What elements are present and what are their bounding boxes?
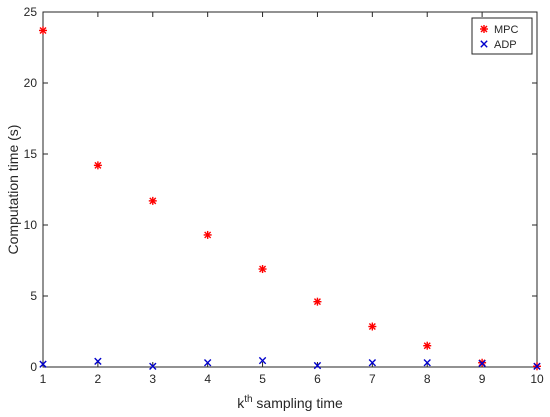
mpc-point: [313, 297, 322, 306]
axes-box: [42, 11, 538, 368]
adp-point: [368, 359, 377, 367]
x-axis-label-superscript: th: [244, 394, 252, 405]
y-tick-label: 10: [24, 218, 38, 232]
x-axis-label: kth sampling time: [237, 394, 343, 411]
x-axis-label-base: k: [237, 395, 245, 411]
adp-legend-label: ADP: [494, 39, 517, 51]
adp-point: [478, 359, 486, 368]
x-axis-label-rest: sampling time: [253, 395, 343, 411]
mpc-point: [93, 161, 102, 170]
adp-point: [423, 359, 431, 367]
x-tick-label: 10: [530, 372, 544, 386]
legend-entries: MPC ADP: [480, 24, 519, 51]
adp-point: [258, 356, 267, 365]
legend-box: [471, 17, 533, 55]
adp-point: [94, 357, 102, 366]
mpc-point: [148, 196, 157, 205]
y-tick-label: 5: [30, 289, 37, 303]
mpc-point: [423, 341, 432, 350]
mpc-point: [39, 26, 47, 35]
y-tick-label: 15: [24, 147, 38, 161]
adp-legend-marker: [480, 40, 488, 48]
y-tick-label: 20: [24, 76, 38, 90]
mpc-point: [368, 322, 377, 331]
y-axis-label: Computation time (s): [5, 125, 21, 255]
x-tick-label: 9: [479, 372, 486, 386]
x-tick-label: 4: [204, 372, 211, 386]
x-tick-label: 6: [314, 372, 321, 386]
y-tick-label: 0: [30, 360, 37, 374]
data-points: [39, 26, 541, 371]
x-tick-label: 5: [259, 372, 266, 386]
legend: MPC ADP: [471, 17, 533, 55]
mpc-legend-marker: [480, 25, 488, 33]
adp-point: [39, 360, 47, 368]
adp-point: [149, 362, 157, 370]
mpc-point: [258, 265, 267, 274]
y-tick-label: 25: [24, 5, 38, 19]
x-tick-label: 2: [95, 372, 102, 386]
x-tick-label: 8: [424, 372, 431, 386]
adp-point: [313, 361, 322, 370]
mpc-point: [203, 230, 212, 239]
x-tick-label: 3: [149, 372, 156, 386]
x-tick-label: 7: [369, 372, 376, 386]
mpc-legend-label: MPC: [494, 24, 519, 36]
axis-ticks: [42, 11, 538, 368]
tick-labels: 1 2 3 4 5 6 7 8 9 10 0 5 10 15 20 25: [24, 5, 544, 386]
adp-point: [203, 359, 212, 367]
adp-point: [533, 362, 541, 370]
x-tick-label: 1: [40, 372, 47, 386]
